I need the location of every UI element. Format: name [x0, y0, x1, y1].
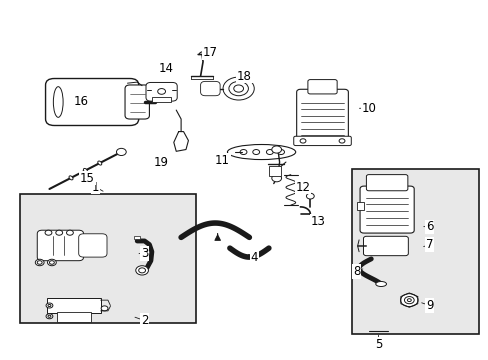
- Circle shape: [46, 314, 53, 319]
- Bar: [351, 169, 478, 334]
- Text: 13: 13: [309, 215, 325, 228]
- Circle shape: [228, 81, 248, 96]
- Circle shape: [400, 294, 417, 307]
- Text: 3: 3: [141, 247, 148, 260]
- Text: 5: 5: [374, 338, 382, 351]
- Ellipse shape: [69, 176, 73, 180]
- Text: 9: 9: [425, 299, 433, 312]
- Text: 15: 15: [80, 172, 95, 185]
- FancyBboxPatch shape: [200, 81, 220, 96]
- Text: 14: 14: [159, 62, 174, 75]
- Circle shape: [233, 85, 243, 92]
- Circle shape: [56, 230, 62, 235]
- Circle shape: [45, 230, 52, 235]
- Text: 8: 8: [352, 265, 360, 278]
- Text: 11: 11: [215, 154, 229, 167]
- Circle shape: [277, 149, 284, 154]
- Circle shape: [407, 299, 410, 302]
- Ellipse shape: [98, 161, 102, 165]
- Bar: [134, 235, 140, 239]
- Bar: [356, 202, 363, 211]
- Circle shape: [139, 268, 145, 273]
- FancyBboxPatch shape: [146, 82, 177, 101]
- Text: 6: 6: [425, 220, 433, 233]
- Circle shape: [66, 230, 73, 235]
- FancyBboxPatch shape: [307, 80, 336, 94]
- Circle shape: [136, 266, 148, 275]
- Circle shape: [223, 77, 254, 100]
- Circle shape: [404, 297, 413, 304]
- Text: 2: 2: [141, 314, 148, 327]
- Circle shape: [306, 193, 314, 199]
- Text: 1: 1: [92, 181, 100, 194]
- FancyBboxPatch shape: [359, 186, 413, 233]
- Bar: [152, 97, 171, 102]
- Circle shape: [47, 259, 56, 266]
- FancyBboxPatch shape: [296, 89, 347, 141]
- Ellipse shape: [227, 144, 295, 159]
- Ellipse shape: [53, 87, 63, 117]
- Text: 19: 19: [154, 156, 169, 169]
- Text: 7: 7: [425, 238, 433, 251]
- Circle shape: [271, 175, 281, 182]
- Text: 16: 16: [74, 95, 88, 108]
- Circle shape: [300, 139, 305, 143]
- Polygon shape: [173, 132, 188, 151]
- Text: 4: 4: [250, 251, 258, 264]
- Circle shape: [48, 315, 51, 318]
- Circle shape: [49, 261, 54, 264]
- Circle shape: [116, 148, 126, 156]
- Circle shape: [158, 89, 165, 94]
- Bar: [268, 166, 281, 176]
- Circle shape: [37, 261, 42, 264]
- Bar: [20, 194, 195, 323]
- Circle shape: [46, 303, 53, 308]
- Circle shape: [101, 306, 108, 311]
- FancyBboxPatch shape: [37, 230, 83, 261]
- Circle shape: [48, 305, 51, 307]
- Circle shape: [271, 146, 281, 153]
- FancyBboxPatch shape: [366, 175, 407, 191]
- Ellipse shape: [83, 168, 87, 172]
- FancyBboxPatch shape: [79, 234, 107, 257]
- Circle shape: [338, 139, 344, 143]
- Text: 12: 12: [295, 181, 310, 194]
- Circle shape: [240, 149, 246, 154]
- Bar: [57, 312, 91, 321]
- FancyBboxPatch shape: [125, 85, 149, 119]
- Text: 18: 18: [237, 69, 251, 82]
- FancyBboxPatch shape: [293, 136, 350, 145]
- Ellipse shape: [375, 282, 386, 287]
- Text: 17: 17: [203, 46, 218, 59]
- Bar: [47, 298, 101, 313]
- FancyBboxPatch shape: [45, 78, 139, 126]
- Text: 10: 10: [361, 102, 375, 115]
- Circle shape: [266, 149, 273, 154]
- Circle shape: [252, 149, 259, 154]
- FancyBboxPatch shape: [363, 236, 407, 256]
- Circle shape: [35, 259, 44, 266]
